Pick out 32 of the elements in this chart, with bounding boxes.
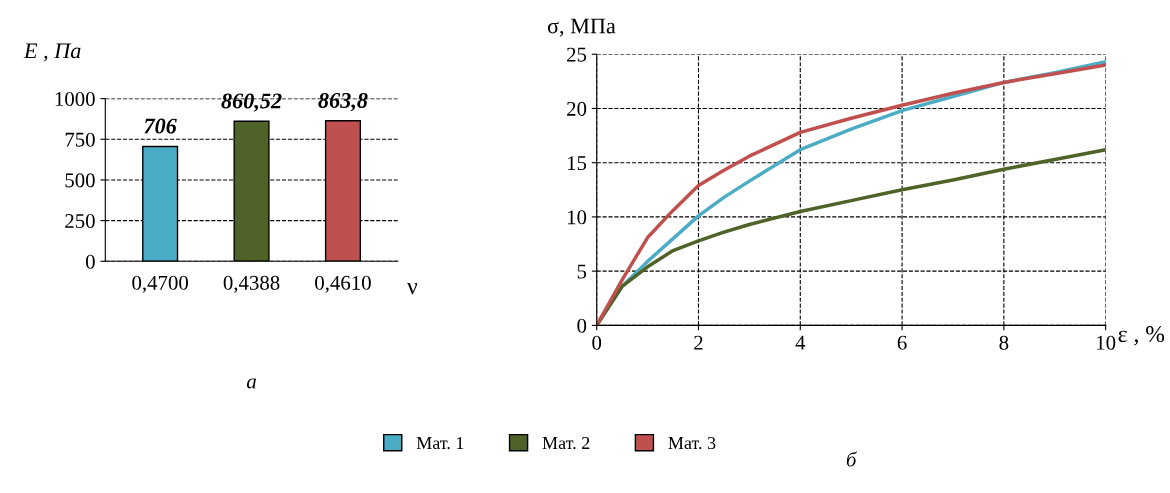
data-label: 860,52 xyxy=(221,93,282,112)
x-axis-title: ν xyxy=(407,283,418,295)
y-tick-label: 15 xyxy=(567,156,587,171)
x-tick-label: 2 xyxy=(694,335,703,350)
legend-label: Мат. 3 xyxy=(668,436,716,450)
text: а xyxy=(246,378,256,389)
x-tick-label: 0,4610 xyxy=(315,275,371,293)
x-tick-label: 10 xyxy=(1097,335,1116,350)
y-tick-label: 750 xyxy=(65,132,95,147)
x-tick-label: 6 xyxy=(897,335,907,350)
x-tick-label: 0 xyxy=(592,335,602,350)
y-tick-label: 25 xyxy=(567,47,587,62)
x-tick-label: 4 xyxy=(795,335,806,350)
y-tick-label: 10 xyxy=(567,210,587,225)
y-tick-label: 0 xyxy=(85,254,95,269)
x-tick-label: 8 xyxy=(999,335,1009,350)
y-axis-title: σ, МПа xyxy=(547,18,616,37)
text: б xyxy=(846,451,857,467)
legend-label: Мат. 1 xyxy=(416,436,464,450)
y-tick-label: 20 xyxy=(567,101,587,116)
data-label: 863,8 xyxy=(318,92,368,112)
y-tick-label: 0 xyxy=(577,318,587,333)
y-tick-label: 1000 xyxy=(55,91,95,107)
y-tick-label: 5 xyxy=(577,264,587,279)
data-label: 706 xyxy=(144,118,177,134)
y-axis-title: E , Па xyxy=(23,43,81,62)
y-tick-label: 500 xyxy=(65,173,95,188)
y-tick-label: 250 xyxy=(65,213,95,229)
x-tick-label: 0,4700 xyxy=(132,275,188,293)
x-tick-label: 0,4388 xyxy=(223,275,280,293)
x-axis-title: ε , % xyxy=(1118,326,1165,346)
legend-label: Мат. 2 xyxy=(542,436,590,450)
